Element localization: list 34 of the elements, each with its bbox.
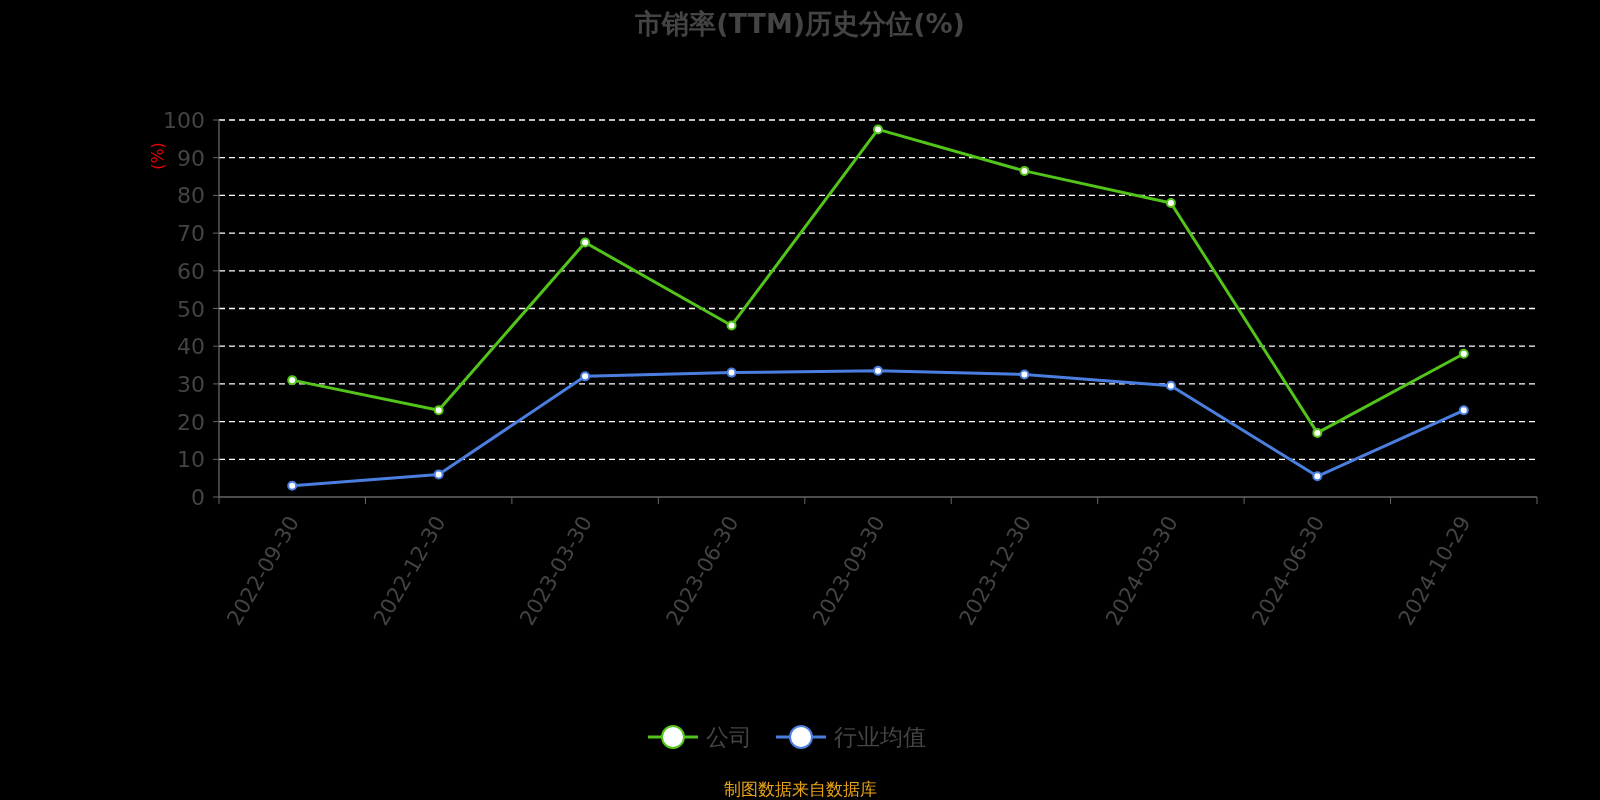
point [1312,471,1323,482]
y-tick-label: 80 [177,183,205,209]
point [580,237,591,248]
point [873,365,883,376]
point [873,124,883,135]
legend-label: 公司 [706,724,752,750]
point [1312,427,1323,438]
y-tick-label: 100 [163,108,205,133]
point [726,320,737,331]
y-tick-label: 0 [191,485,205,510]
y-tick-label: 30 [177,371,205,397]
y-tick-label: 70 [177,221,205,247]
y-tick-label: 40 [177,334,205,360]
point [1165,380,1176,391]
point [1165,197,1176,208]
legend-label: 行业均值 [834,724,926,750]
point [726,367,737,378]
point [1019,369,1030,380]
y-tick-label: 90 [177,145,205,171]
point [433,469,444,480]
point [1458,348,1469,359]
text: 制图数据来自数据库 [723,779,877,799]
y-tick-label: 60 [177,258,205,284]
y-tick-label: 20 [177,409,205,435]
point [1458,405,1469,416]
chart-title: 市销率(TTM)历史分位(%) [634,8,965,39]
y-axis-title: (%) [148,142,167,170]
point [580,371,591,382]
point [1019,165,1030,176]
y-tick-label: 50 [177,296,205,322]
point [287,375,298,386]
point [433,405,444,416]
point [287,480,298,491]
y-tick-label: 10 [177,447,205,473]
